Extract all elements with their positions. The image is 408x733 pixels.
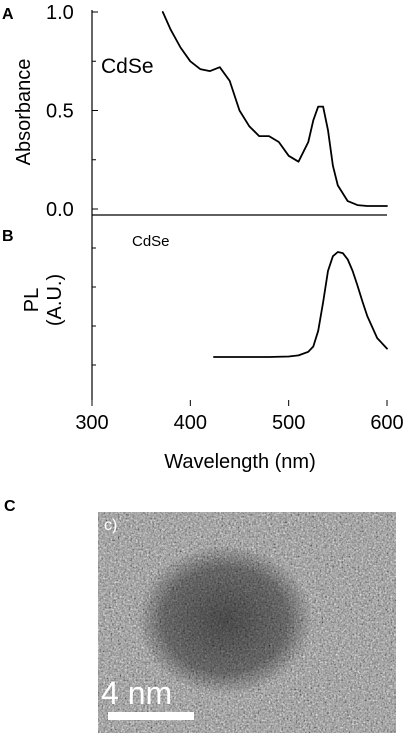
panel-b-x-tick-label: 600 bbox=[370, 412, 403, 434]
panel-b-series-line bbox=[213, 251, 388, 358]
scale-bar bbox=[108, 712, 194, 720]
scale-bar-label: 4 nm bbox=[101, 675, 172, 711]
panel-c: C c) 4 nm bbox=[4, 498, 396, 733]
panel-a-y-ticks: 0.0 0.5 1.0 bbox=[46, 2, 98, 221]
panel-b: B PL (A.U.) 300 400 500 600 CdSe Wavelength… bbox=[2, 215, 404, 473]
panel-b-ylabel-line1: PL bbox=[21, 288, 43, 312]
panel-b-x-ticks: 300 400 500 600 bbox=[75, 400, 404, 434]
panel-a: A Absorbance 0.0 0.5 1.0 CdSe bbox=[2, 2, 388, 221]
panel-a-y-tick-label: 0.0 bbox=[46, 199, 74, 221]
panel-b-ylabel-line2: (A.U.) bbox=[44, 274, 66, 326]
panel-b-x-tick-label: 400 bbox=[174, 412, 207, 434]
tem-corner-label: c) bbox=[104, 517, 117, 534]
panel-b-x-tick-label: 300 bbox=[75, 412, 108, 434]
panel-b-x-tick-label: 500 bbox=[272, 412, 305, 434]
panel-a-series-line bbox=[161, 11, 388, 207]
panel-a-ylabel: Absorbance bbox=[13, 59, 35, 166]
panel-a-y-tick-label: 0.5 bbox=[46, 101, 74, 123]
nanoparticle bbox=[137, 545, 313, 695]
tem-image bbox=[98, 512, 396, 733]
panel-a-y-tick-label: 1.0 bbox=[46, 2, 74, 24]
panel-a-series-label: CdSe bbox=[101, 55, 154, 78]
panel-c-letter: C bbox=[4, 498, 16, 515]
panel-b-series-label: CdSe bbox=[132, 233, 170, 250]
panel-b-letter: B bbox=[2, 228, 14, 245]
panel-b-y-ticks bbox=[92, 247, 96, 366]
panel-b-xlabel: Wavelength (nm) bbox=[164, 451, 316, 473]
panel-a-letter: A bbox=[2, 6, 14, 23]
